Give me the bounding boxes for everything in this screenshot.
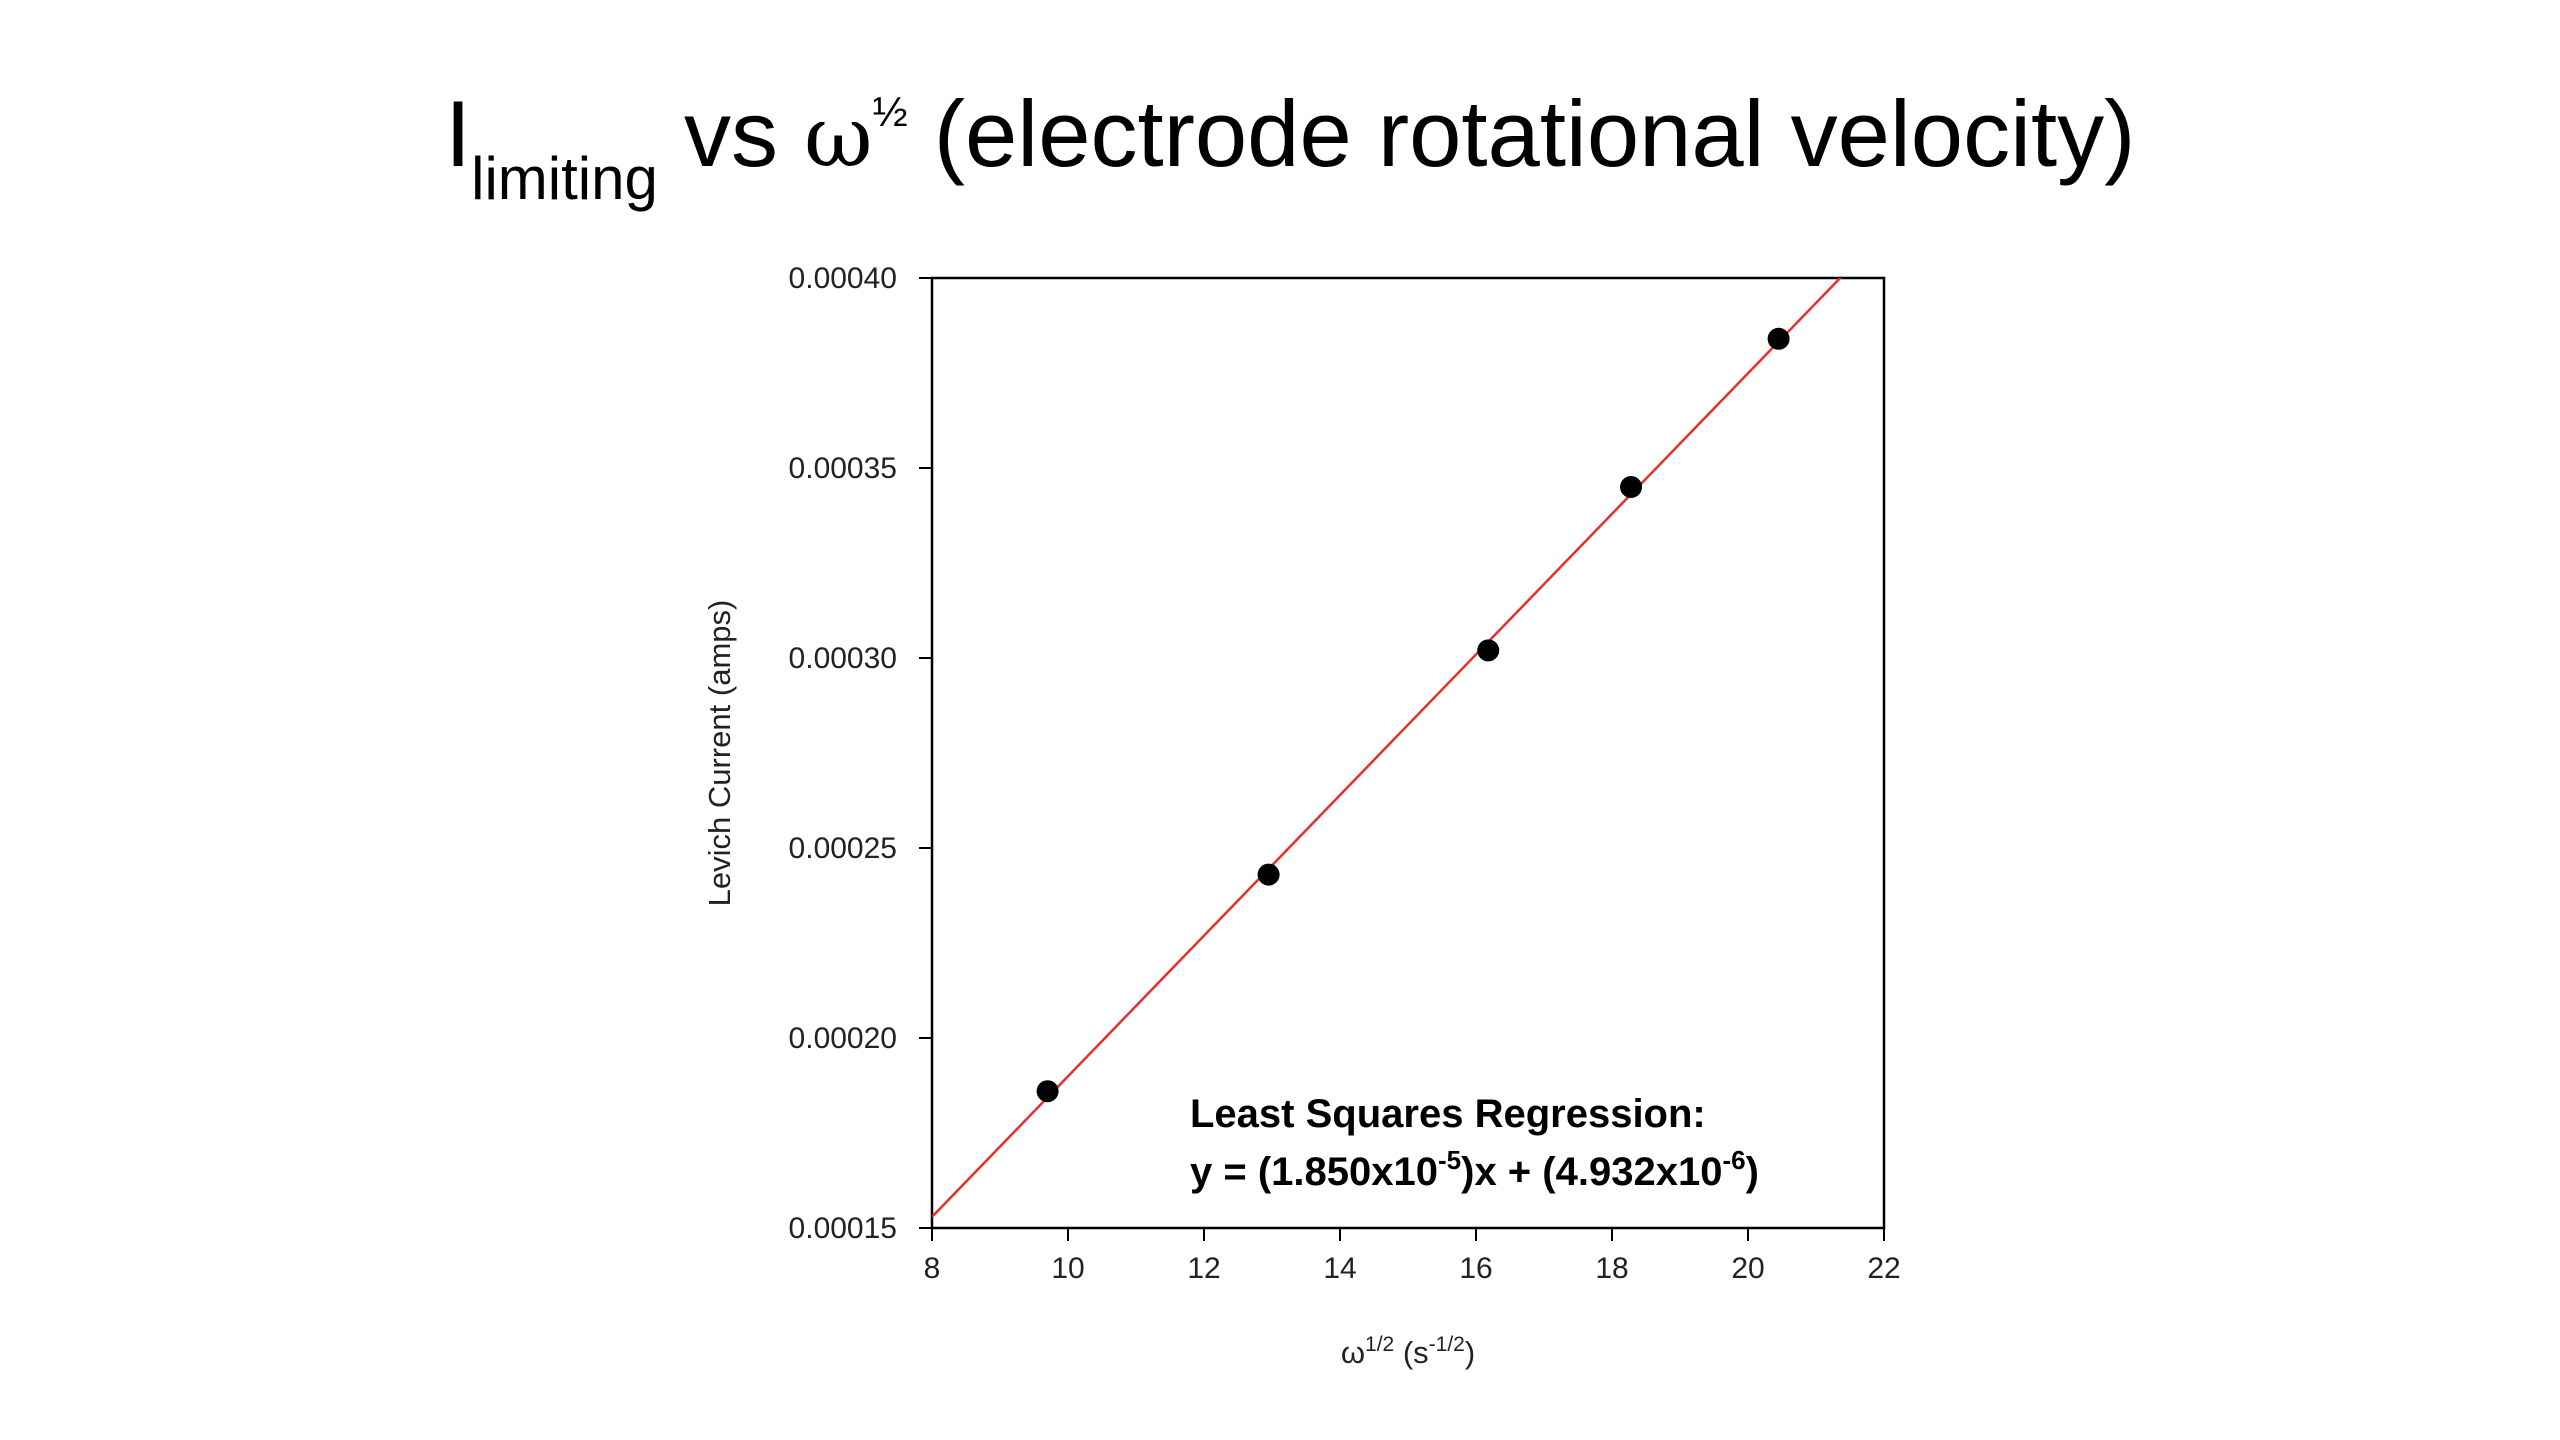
regression-eq-part-a: y = (1.850x10 bbox=[1190, 1150, 1438, 1194]
title-superscript: ½ bbox=[872, 88, 908, 136]
x-tick-label: 14 bbox=[1323, 1252, 1356, 1285]
data-point bbox=[1620, 476, 1643, 498]
x-axis-title-unit-close: ) bbox=[1465, 1335, 1475, 1370]
y-tick-label: 0.00040 bbox=[789, 262, 897, 295]
x-axis-title-unit-exp: -1/2 bbox=[1429, 1333, 1465, 1356]
regression-label: Least Squares Regression: bbox=[1190, 1092, 1706, 1136]
data-point bbox=[1036, 1080, 1059, 1103]
x-axis-title-base: ω bbox=[1341, 1335, 1365, 1370]
data-point bbox=[1767, 327, 1790, 350]
x-tick-label: 22 bbox=[1867, 1252, 1900, 1285]
x-axis-title: ω1/2 (s-1/2) bbox=[1341, 1333, 1475, 1370]
x-tick-label: 20 bbox=[1731, 1252, 1764, 1285]
y-tick-label: 0.00025 bbox=[789, 832, 897, 865]
y-tick-label: 0.00015 bbox=[789, 1212, 897, 1245]
regression-eq-exp-a: -5 bbox=[1438, 1145, 1461, 1175]
x-axis-title-exp: 1/2 bbox=[1365, 1333, 1394, 1356]
slide-title: Ilimiting vs ω½ (electrode rotational ve… bbox=[445, 80, 2135, 213]
title-rest: (electrode rotational velocity) bbox=[907, 81, 2136, 186]
data-point bbox=[1477, 639, 1500, 662]
title-vs: vs bbox=[657, 81, 805, 186]
title-omega: ω bbox=[804, 88, 873, 186]
x-tick-label: 12 bbox=[1187, 1252, 1220, 1285]
regression-layer bbox=[932, 278, 1842, 1218]
y-tick-label: 0.00035 bbox=[789, 452, 897, 485]
regression-eq-exp-b: -6 bbox=[1722, 1145, 1745, 1175]
x-tick-label: 10 bbox=[1051, 1252, 1084, 1285]
title-i: I bbox=[445, 81, 472, 186]
data-point bbox=[1257, 863, 1280, 886]
plot-frame bbox=[930, 276, 1886, 1230]
y-axis-title: Levich Current (amps) bbox=[702, 600, 737, 907]
y-tick-label: 0.00030 bbox=[789, 642, 897, 675]
ticks-layer: 8 10 12 14 16 18 20 22 0.00015 0.00020 0.00025 0.00… bbox=[789, 262, 1901, 1285]
x-tick-label: 16 bbox=[1459, 1252, 1492, 1285]
points-layer bbox=[1036, 327, 1790, 1103]
regression-equation: y = (1.850x10-5)x + (4.932x10-6) bbox=[1190, 1145, 1759, 1194]
x-axis-title-unit-open: (s bbox=[1394, 1335, 1428, 1370]
x-tick-label: 8 bbox=[924, 1252, 941, 1285]
regression-line bbox=[932, 278, 1842, 1218]
y-tick-label: 0.00020 bbox=[789, 1022, 897, 1055]
title-subscript: limiting bbox=[471, 145, 658, 212]
x-tick-label: 18 bbox=[1595, 1252, 1628, 1285]
regression-eq-part-b: )x + (4.932x10 bbox=[1461, 1150, 1722, 1194]
regression-eq-part-c: ) bbox=[1746, 1150, 1759, 1194]
